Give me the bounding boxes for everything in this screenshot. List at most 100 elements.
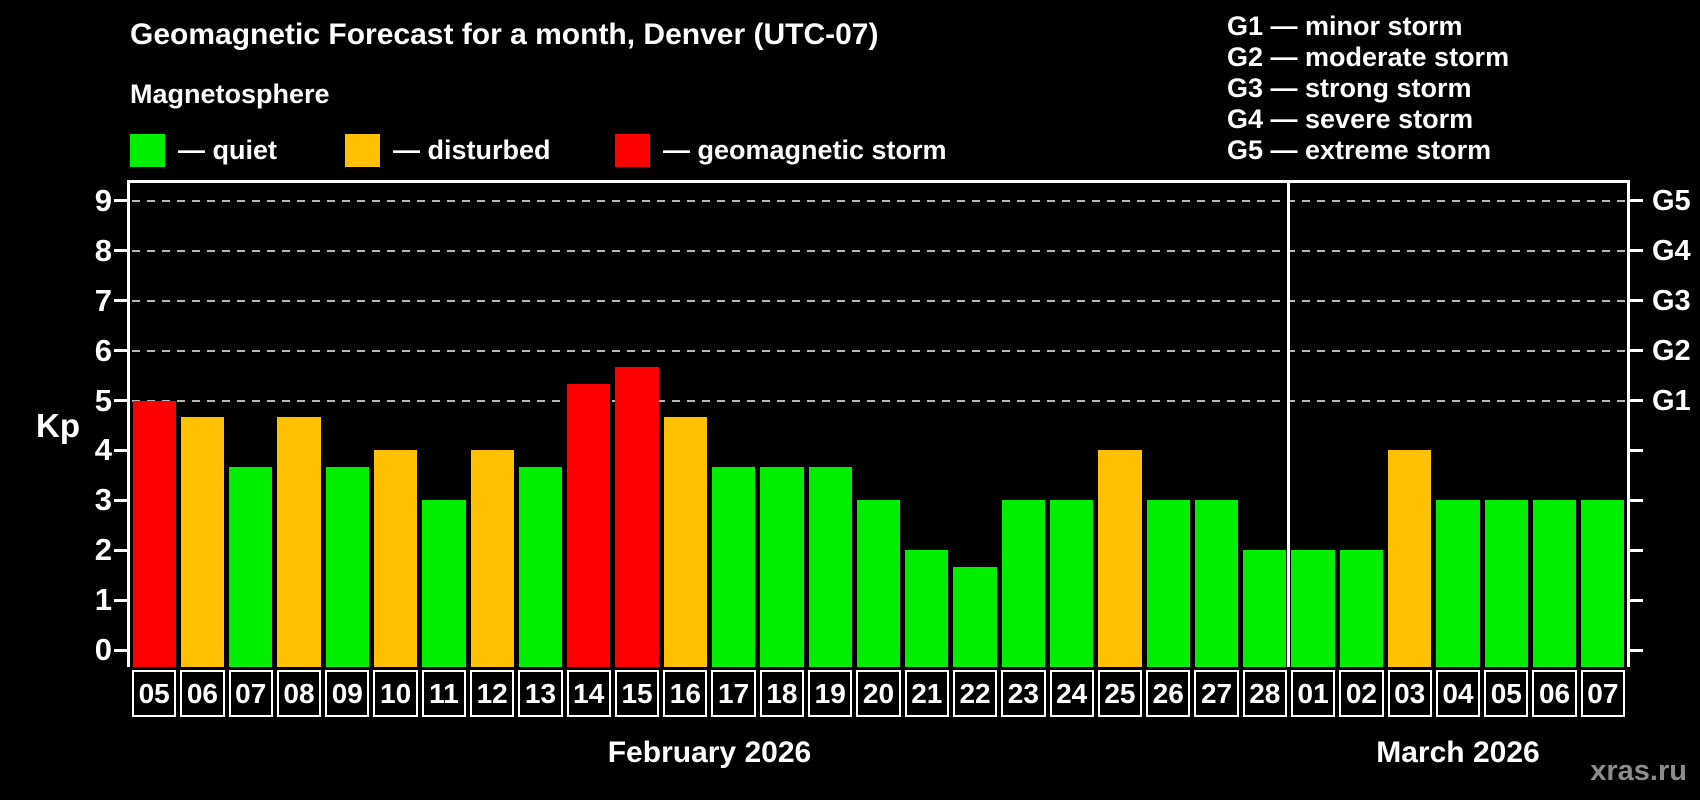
y-tick-right bbox=[1630, 349, 1643, 353]
x-tick-label-day: 14 bbox=[566, 670, 611, 717]
gridline-kp5 bbox=[132, 399, 1625, 402]
y-tick-right bbox=[1630, 498, 1643, 502]
bar-day-mar-06 bbox=[1532, 500, 1577, 667]
x-tick-label-day: 08 bbox=[276, 670, 322, 717]
y-tick-left bbox=[114, 399, 127, 402]
x-tick-label-day: 07 bbox=[228, 670, 273, 717]
x-tick-label-day: 20 bbox=[856, 670, 901, 717]
y-tick-left bbox=[114, 548, 127, 552]
bar-day-feb-23 bbox=[1001, 500, 1045, 667]
right-axis-label-g3: G3 bbox=[1652, 284, 1691, 317]
bar-day-feb-06 bbox=[180, 416, 225, 667]
y-axis-line bbox=[127, 183, 130, 667]
bar-day-mar-05 bbox=[1484, 500, 1528, 667]
x-tick-label-day: 06 bbox=[1532, 670, 1577, 717]
x-tick-label-day: 22 bbox=[952, 670, 998, 717]
bar-day-feb-15 bbox=[615, 367, 659, 667]
g-legend-line-g1: G1 — minor storm bbox=[1227, 11, 1463, 41]
month-label-march: March 2026 bbox=[1376, 736, 1540, 769]
bar-day-feb-12 bbox=[470, 450, 514, 667]
bar-day-feb-05 bbox=[132, 400, 176, 667]
month-separator-line bbox=[1287, 183, 1291, 667]
y-tick-label: 1 bbox=[94, 582, 112, 618]
y-tick-label: 7 bbox=[94, 282, 112, 318]
bar-day-mar-01 bbox=[1291, 550, 1335, 667]
y-tick-label: 0 bbox=[94, 632, 112, 667]
y-tick-left bbox=[114, 349, 127, 353]
right-axis-label-g2: G2 bbox=[1652, 334, 1691, 367]
x-tick-label-day: 04 bbox=[1435, 670, 1481, 717]
g-scale-legend: G1 — minor storm G2 — moderate storm G3 … bbox=[1227, 11, 1509, 166]
y-tick-right bbox=[1630, 598, 1643, 602]
disturbed-swatch-icon bbox=[345, 133, 380, 167]
y-tick-left bbox=[114, 648, 127, 652]
right-axis-label-g1: G1 bbox=[1652, 384, 1691, 417]
quiet-swatch-icon bbox=[130, 133, 165, 167]
x-tick-label-day: 18 bbox=[759, 670, 805, 717]
bar-day-feb-22 bbox=[953, 566, 997, 667]
bar-day-feb-20 bbox=[856, 500, 901, 667]
x-tick-label-day: 17 bbox=[711, 670, 756, 717]
watermark: xras.ru bbox=[1590, 755, 1687, 787]
chart-title: Geomagnetic Forecast for a month, Denver… bbox=[130, 18, 879, 51]
bar-day-feb-11 bbox=[422, 500, 466, 667]
y-tick-label: 3 bbox=[94, 482, 112, 518]
y-axis-title: Kp bbox=[36, 407, 80, 444]
legend-item-disturbed: — disturbed bbox=[345, 133, 551, 167]
y-tick-right bbox=[1630, 249, 1643, 253]
bar-day-feb-14 bbox=[567, 384, 611, 667]
storm-swatch-icon bbox=[615, 133, 650, 167]
y-tick-left bbox=[114, 199, 127, 203]
plot-border-top bbox=[127, 180, 1630, 183]
x-tick-label-day: 23 bbox=[1001, 670, 1046, 717]
y-tick-label: 9 bbox=[94, 182, 112, 218]
bar-day-mar-03 bbox=[1388, 450, 1432, 667]
y-tick-right bbox=[1630, 448, 1643, 452]
chart-subtitle: Magnetosphere bbox=[130, 79, 330, 109]
gridline-kp8 bbox=[132, 249, 1625, 252]
x-tick-label-day: 12 bbox=[470, 670, 515, 717]
gridline-kp6 bbox=[132, 349, 1625, 352]
bar-day-feb-10 bbox=[373, 450, 418, 667]
y-tick-left bbox=[114, 498, 127, 502]
y-tick-left bbox=[114, 448, 127, 452]
y-tick-label: 6 bbox=[94, 332, 112, 368]
bar-day-feb-19 bbox=[808, 466, 852, 667]
bar-day-mar-07 bbox=[1581, 500, 1625, 667]
y-tick-label: 5 bbox=[94, 382, 112, 418]
x-tick-label-day: 11 bbox=[421, 670, 467, 717]
y-tick-right bbox=[1630, 648, 1643, 652]
x-tick-label-day: 07 bbox=[1580, 670, 1625, 717]
bar-day-feb-26 bbox=[1146, 500, 1190, 667]
bar-day-feb-28 bbox=[1243, 550, 1287, 667]
y-tick-label: 8 bbox=[94, 232, 112, 268]
right-axis-line bbox=[1627, 183, 1630, 667]
y-tick-right bbox=[1630, 399, 1643, 402]
legend-item-storm: — geomagnetic storm bbox=[615, 133, 947, 167]
bar-day-mar-04 bbox=[1436, 500, 1480, 667]
y-tick-right bbox=[1630, 299, 1643, 303]
g-legend-line-g2: G2 — moderate storm bbox=[1227, 42, 1510, 72]
x-tick-label-day: 09 bbox=[325, 670, 370, 717]
x-tick-label-day: 26 bbox=[1146, 670, 1191, 717]
x-tick-label-day: 05 bbox=[1484, 670, 1529, 717]
legend-label-quiet: — quiet bbox=[178, 134, 277, 165]
right-axis-label-g5: G5 bbox=[1652, 184, 1691, 217]
x-tick-label-day: 21 bbox=[904, 670, 949, 717]
g-legend-line-g3: G3 — strong storm bbox=[1227, 73, 1472, 103]
y-tick-left bbox=[114, 299, 127, 303]
bar-day-mar-02 bbox=[1339, 550, 1384, 667]
x-tick-label-day: 02 bbox=[1339, 670, 1384, 717]
x-tick-label-day: 24 bbox=[1049, 670, 1094, 717]
bar-day-feb-08 bbox=[277, 416, 321, 667]
x-tick-label-day: 01 bbox=[1290, 670, 1336, 717]
bar-day-feb-24 bbox=[1050, 500, 1094, 667]
bar-day-feb-21 bbox=[905, 550, 949, 667]
gridline-kp7 bbox=[132, 299, 1625, 302]
y-tick-left bbox=[114, 249, 127, 253]
y-tick-label: 4 bbox=[94, 432, 112, 468]
x-tick-label-day: 10 bbox=[373, 670, 418, 717]
month-label-february: February 2026 bbox=[607, 736, 812, 769]
x-tick-label-day: 27 bbox=[1194, 670, 1239, 717]
